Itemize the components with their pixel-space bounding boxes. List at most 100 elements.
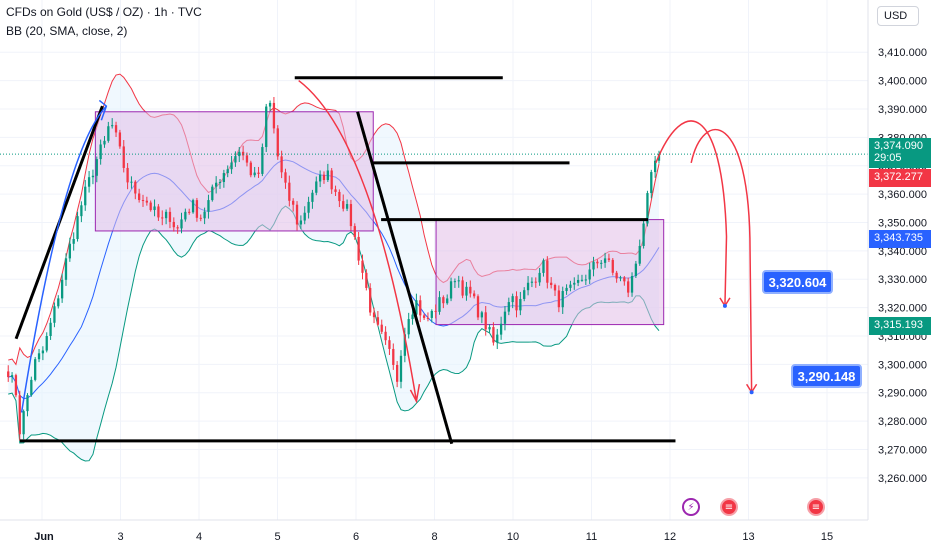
us-flag-icon[interactable]: ≡: [720, 498, 738, 516]
candle-body: [465, 286, 468, 296]
trend-line: [356, 111, 454, 445]
bb-lower-tag: 3,315.193: [869, 317, 931, 335]
candle-body: [357, 236, 360, 261]
candle-body: [191, 200, 195, 213]
candle-body: [126, 167, 129, 183]
candle-body: [627, 281, 630, 293]
candle-body: [222, 173, 226, 183]
candle-body: [34, 359, 37, 380]
candle-body: [419, 300, 422, 316]
candle-body: [276, 128, 279, 157]
range-rectangles: [94, 111, 665, 326]
candle-body: [503, 311, 507, 324]
candle-body: [72, 239, 75, 244]
candle-body: [457, 280, 460, 282]
target-callout-1[interactable]: 3,320.604: [762, 270, 833, 294]
candle-body: [399, 355, 403, 382]
candle-body: [634, 263, 638, 277]
candle-body: [87, 177, 91, 187]
candle-body: [342, 201, 345, 209]
candle-body: [261, 147, 264, 174]
candle-body: [41, 350, 45, 354]
lightning-icon[interactable]: ⚡: [682, 498, 700, 516]
selloff-arrow: [298, 79, 418, 402]
currency-selector[interactable]: USD: [877, 6, 919, 26]
time-tick-label: 6: [353, 531, 359, 543]
candle-body: [611, 259, 614, 273]
candle-body: [600, 262, 603, 264]
candle-body: [372, 312, 376, 318]
price-tick-label: 3,270.000: [878, 444, 927, 456]
candle-body: [103, 140, 106, 145]
candle-body: [438, 297, 441, 312]
candle-body: [118, 132, 122, 147]
candle-body: [245, 155, 249, 163]
candle-body: [164, 211, 168, 219]
candle-body: [349, 204, 353, 227]
candle-body: [315, 181, 318, 193]
time-axis: Jun 3 4 5 6 8 10 11 12 13 15: [0, 519, 868, 543]
candle-body: [257, 172, 260, 174]
candle-body: [230, 162, 233, 170]
price-tick-label: 3,260.000: [878, 473, 927, 485]
candle-body: [496, 334, 499, 343]
candle-body: [64, 258, 68, 280]
candle-body: [565, 287, 568, 292]
candle-body: [99, 144, 102, 160]
candle-body: [403, 334, 406, 356]
time-tick-label: 5: [274, 531, 280, 543]
candle-body: [557, 290, 561, 308]
bb-lower-line: [8, 205, 660, 462]
candle-body: [488, 327, 491, 330]
time-tick-label: 10: [507, 531, 519, 543]
bb-upper-tag: 3,372.277: [869, 169, 931, 187]
candle-body: [596, 261, 599, 264]
candle-body: [407, 319, 410, 335]
candle-body: [519, 298, 522, 311]
candle-body: [584, 279, 587, 281]
time-tick-label: 12: [664, 531, 676, 543]
time-tick-label: 13: [742, 531, 754, 543]
candle-body: [311, 192, 314, 202]
candle-body: [141, 200, 145, 202]
candle-body: [284, 172, 287, 183]
candle-body: [573, 282, 576, 285]
candle-body: [580, 279, 584, 281]
selloff-arrow-head: [409, 384, 421, 404]
price-tick-label: 3,410.000: [878, 47, 927, 59]
time-tick-label: 4: [196, 531, 202, 543]
candle-body: [538, 272, 541, 283]
candle-body: [295, 204, 299, 225]
price-tick-label: 3,340.000: [878, 246, 927, 258]
candle-body: [442, 297, 445, 304]
candle-body: [57, 298, 60, 307]
candle-body: [149, 202, 152, 211]
us-flag-icon[interactable]: ≡: [807, 498, 825, 516]
target-callout-2[interactable]: 3,290.148: [791, 364, 862, 388]
candle-body: [511, 296, 514, 303]
candle-body: [446, 298, 449, 304]
candle-body: [199, 217, 202, 219]
candle-body: [30, 379, 33, 396]
price-tick-label: 3,280.000: [878, 416, 927, 428]
time-tick-label: 11: [586, 531, 597, 543]
candle-body: [426, 317, 430, 319]
candle-body: [280, 156, 283, 173]
candle-body: [180, 219, 183, 229]
candle-body: [561, 291, 564, 308]
candle-body: [95, 159, 98, 176]
candle-body: [353, 226, 356, 237]
candle-body: [10, 375, 14, 378]
candle-body: [45, 336, 48, 351]
candle-body: [226, 169, 229, 174]
candle-body: [168, 211, 172, 222]
candle-body: [388, 340, 391, 349]
candle-body: [322, 174, 326, 181]
candle-body: [91, 175, 95, 178]
indicator-legend[interactable]: BB (20, SMA, close, 2): [6, 24, 128, 38]
candle-body: [588, 269, 591, 280]
candle-body: [392, 348, 395, 365]
candle-body: [234, 156, 237, 163]
candle-body: [469, 286, 472, 294]
